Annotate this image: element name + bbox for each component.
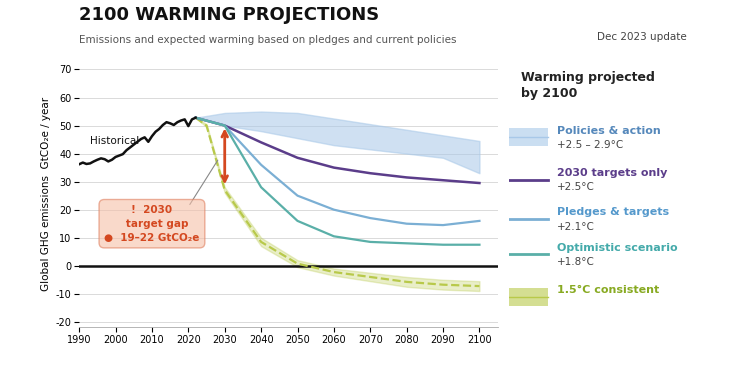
FancyBboxPatch shape [509, 288, 547, 306]
Text: +2.5 – 2.9°C: +2.5 – 2.9°C [557, 140, 624, 150]
Text: !  2030
   target gap
●  19–22 GtCO₂e: ! 2030 target gap ● 19–22 GtCO₂e [104, 205, 200, 243]
Text: Warming projected
by 2100: Warming projected by 2100 [521, 71, 655, 100]
Text: Dec 2023 update: Dec 2023 update [596, 32, 687, 42]
FancyBboxPatch shape [509, 128, 547, 146]
Text: Policies & action: Policies & action [557, 126, 661, 136]
Text: 2100 WARMING PROJECTIONS: 2100 WARMING PROJECTIONS [79, 6, 379, 24]
Text: 2030 targets only: 2030 targets only [557, 168, 667, 178]
Y-axis label: Global GHG emissions  GtCO₂e / year: Global GHG emissions GtCO₂e / year [41, 97, 51, 291]
Text: Optimistic scenario: Optimistic scenario [557, 243, 678, 253]
Text: Emissions and expected warming based on pledges and current policies: Emissions and expected warming based on … [79, 35, 457, 45]
Text: +2.5°C: +2.5°C [557, 182, 595, 192]
Text: 1.5°C consistent: 1.5°C consistent [557, 286, 660, 296]
Text: +2.1°C: +2.1°C [557, 222, 595, 232]
Text: +1.8°C: +1.8°C [557, 257, 595, 267]
Text: Historical: Historical [90, 136, 139, 146]
Text: Pledges & targets: Pledges & targets [557, 207, 670, 217]
